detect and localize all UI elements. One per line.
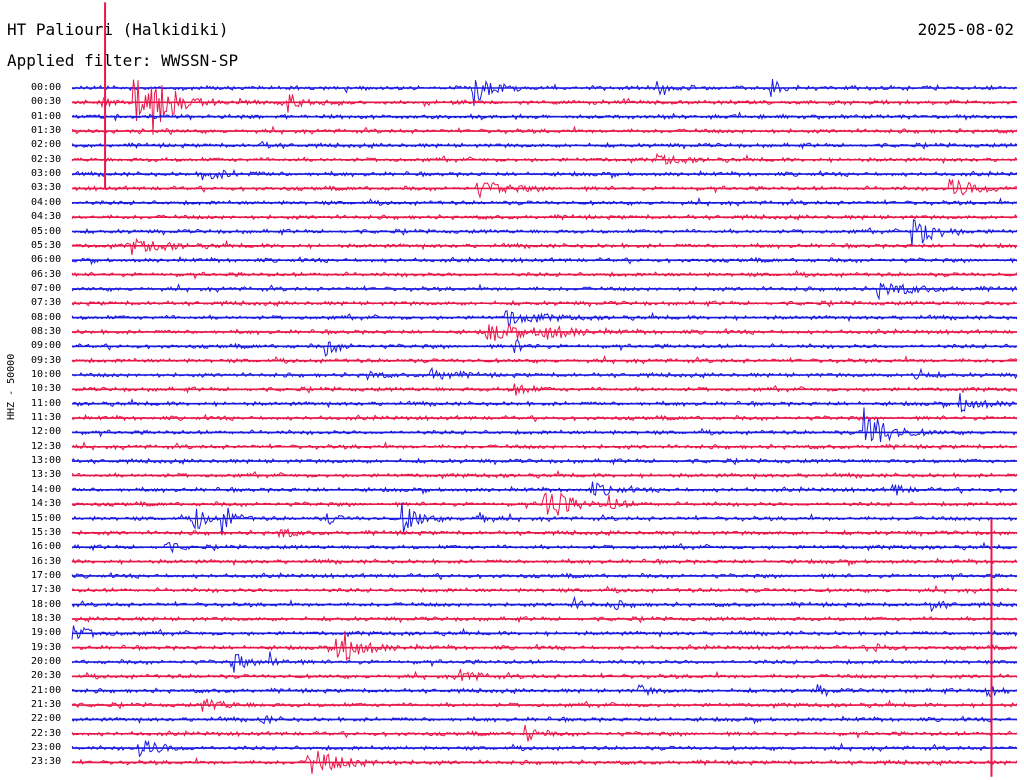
- time-label-0630: 06:30: [31, 268, 62, 280]
- time-label-0130: 01:30: [31, 125, 62, 137]
- time-label-0800: 08:00: [31, 311, 62, 323]
- time-label-1530: 15:30: [31, 526, 62, 538]
- filter-label: Applied filter: WWSSN-SP: [7, 51, 239, 70]
- time-label-1000: 10:00: [31, 369, 62, 380]
- trace-0900: [71, 338, 1018, 357]
- trace-0300: [71, 168, 1018, 181]
- time-label-1500: 15:00: [31, 512, 62, 524]
- time-label-0200: 02:00: [31, 139, 62, 151]
- time-label-0600: 06:00: [31, 254, 62, 266]
- time-label-1100: 11:00: [31, 397, 62, 409]
- time-label-0230: 02:30: [31, 153, 62, 165]
- trace-0530: [71, 237, 1018, 256]
- time-label-1300: 13:00: [31, 455, 62, 467]
- time-label-2130: 21:30: [31, 699, 62, 711]
- station-title: HT Paliouri (Halkidiki): [7, 20, 229, 39]
- time-label-0500: 05:00: [31, 225, 62, 237]
- time-label-1600: 16:00: [31, 541, 62, 553]
- time-label-0930: 09:30: [31, 354, 62, 366]
- trace-1400: [71, 481, 1018, 496]
- time-label-1130: 11:30: [31, 412, 62, 424]
- time-label-1830: 18:30: [31, 612, 62, 624]
- time-label-1930: 19:30: [31, 641, 62, 653]
- trace-1130: [71, 413, 1018, 423]
- trace-1200: [71, 407, 1018, 443]
- time-label-2000: 20:00: [31, 656, 62, 667]
- date-label: 2025-08-02: [917, 20, 1014, 39]
- time-label-0030: 00:30: [31, 96, 62, 108]
- time-label-0430: 04:30: [31, 211, 62, 223]
- trace-1430: [71, 492, 1018, 516]
- trace-0930: [71, 354, 1018, 365]
- time-label-1730: 17:30: [31, 584, 62, 596]
- time-label-0530: 05:30: [31, 239, 62, 251]
- time-label-2230: 22:30: [31, 727, 62, 739]
- time-label-1330: 13:30: [31, 469, 62, 481]
- time-label-0300: 03:00: [31, 168, 62, 180]
- time-label-1400: 14:00: [31, 483, 62, 495]
- trace-0800: [71, 309, 1018, 327]
- time-label-1630: 16:30: [31, 555, 62, 567]
- trace-1000: [71, 366, 1018, 382]
- trace-0500: [71, 218, 1018, 247]
- time-label-2300: 23:00: [31, 742, 62, 754]
- trace-2030: [71, 669, 1018, 682]
- time-label-2030: 20:30: [31, 670, 62, 682]
- time-label-1900: 19:00: [31, 627, 62, 639]
- trace-0700: [71, 282, 1018, 301]
- trace-1800: [71, 595, 1018, 613]
- trace-2100: [71, 684, 1018, 698]
- time-label-0330: 03:30: [31, 182, 62, 194]
- time-label-0900: 09:00: [31, 340, 62, 352]
- time-label-0100: 01:00: [31, 110, 62, 122]
- time-label-1700: 17:00: [31, 569, 62, 581]
- time-label-1200: 12:00: [31, 426, 62, 438]
- trace-1100: [71, 393, 1018, 413]
- time-label-0000: 00:00: [31, 82, 62, 93]
- time-label-1030: 10:30: [31, 383, 62, 395]
- time-label-2100: 21:00: [31, 684, 62, 696]
- time-label-1230: 12:30: [31, 440, 62, 452]
- trace-1330: [71, 469, 1018, 480]
- time-label-2330: 23:30: [31, 756, 62, 768]
- time-label-1430: 14:30: [31, 498, 62, 510]
- time-label-0730: 07:30: [31, 297, 62, 309]
- time-label-0700: 07:00: [31, 282, 62, 294]
- time-label-2200: 22:00: [31, 713, 62, 725]
- time-label-0400: 04:00: [31, 196, 62, 208]
- time-label-1800: 18:00: [31, 598, 62, 610]
- trace-1930: [71, 630, 1018, 661]
- time-label-0830: 08:30: [31, 325, 62, 337]
